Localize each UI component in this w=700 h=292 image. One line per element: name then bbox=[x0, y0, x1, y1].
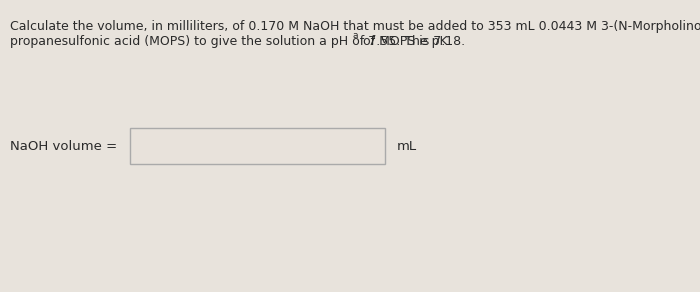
Text: mL: mL bbox=[397, 140, 417, 152]
Text: a: a bbox=[353, 31, 358, 40]
Text: Calculate the volume, in milliliters, of 0.170 M NaOH that must be added to 353 : Calculate the volume, in milliliters, of… bbox=[10, 20, 700, 33]
Text: propanesulfonic acid (MOPS) to give the solution a pH of 7.55. The pK: propanesulfonic acid (MOPS) to give the … bbox=[10, 35, 447, 48]
Text: NaOH volume =: NaOH volume = bbox=[10, 140, 117, 152]
FancyBboxPatch shape bbox=[130, 128, 385, 164]
Text: of MOPS is 7.18.: of MOPS is 7.18. bbox=[359, 35, 465, 48]
